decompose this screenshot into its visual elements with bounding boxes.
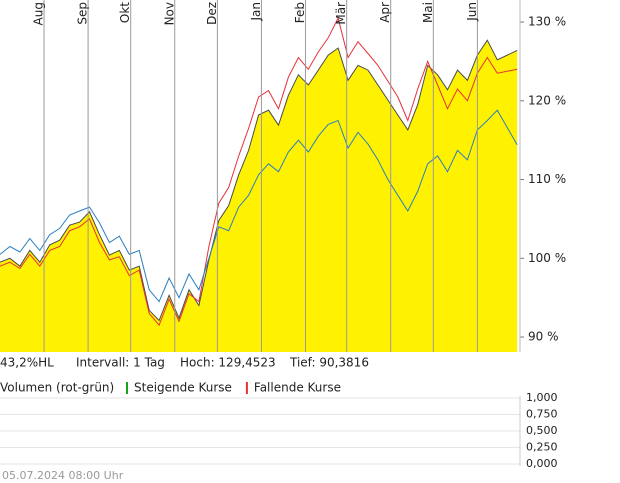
legend-label: Fallende Kurse [254,381,341,395]
x-tick-label: Jun [465,2,479,22]
x-tick-label: Feb [293,2,307,23]
x-tick-label: Sep [76,2,90,25]
y-tick-label: 0,750 [526,408,558,421]
x-tick-label: Nov [162,2,176,25]
y-tick-label: 0,250 [526,441,558,454]
stat: Intervall: 1 Tag [76,356,165,370]
stat: 43,2%HL [0,356,54,370]
line [0,16,518,327]
line [0,39,518,322]
y-tick-label: 120 % [528,93,566,107]
legend-label: Steigende Kurse [134,381,232,395]
y-tick-label: 110 % [528,172,566,186]
y-tick-label: 0,500 [526,424,558,437]
volume-title: Volumen (rot-grün) [0,381,114,395]
legend-swatch [245,382,248,394]
x-tick-label: Aug [32,2,46,25]
line [0,109,518,303]
legend-swatch [126,382,128,394]
x-tick-label: Mai [421,2,435,23]
x-tick-label: Okt [118,2,132,23]
x-tick-label: Apr [378,2,392,23]
y-tick-label: 100 % [528,251,566,265]
y-tick-label: 0,000 [526,457,558,470]
stat: Hoch: 129,4523 [180,356,276,370]
x-tick-label: Jan [249,2,263,22]
x-tick-label: Dez [205,2,219,25]
stat: Tief: 90,3816 [289,356,369,370]
x-tick-label: Mär [334,2,348,25]
y-tick-label: 130 % [528,15,566,29]
y-tick-label: 90 % [528,330,559,344]
area [0,40,518,352]
footer: 05.07.2024 08:00 Uhr [2,469,124,482]
y-tick-label: 1,000 [526,391,558,404]
